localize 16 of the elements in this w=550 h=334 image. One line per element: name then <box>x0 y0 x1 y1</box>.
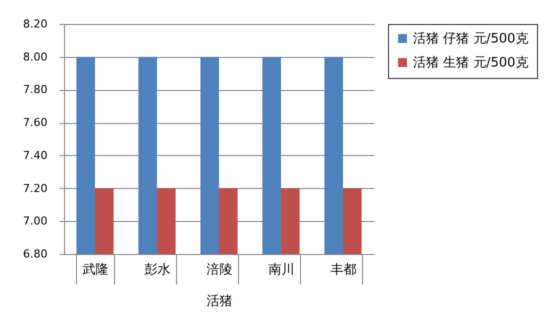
x-tick-label: 彭水 <box>144 262 170 278</box>
y-tick-label: 8.20 <box>23 18 48 30</box>
y-tick-label: 7.00 <box>23 214 48 228</box>
y-tick-label: 7.40 <box>23 148 48 162</box>
x-tick-label: 涪陵 <box>206 262 232 278</box>
legend-label: 活猪 生猪 元/500克 <box>413 56 528 70</box>
x-tick-label: 南川 <box>268 262 294 278</box>
x-tick-label: 丰都 <box>330 262 356 278</box>
y-tick-label: 7.60 <box>23 116 48 130</box>
y-tick-label: 6.80 <box>23 248 48 260</box>
legend-label: 活猪 仔猪 元/500克 <box>413 32 528 46</box>
y-tick-label: 7.20 <box>23 182 48 195</box>
x-tick-label: 武隆 <box>82 262 108 278</box>
x-axis-title: 活猪 <box>206 294 232 309</box>
y-tick-label: 8.00 <box>23 50 48 64</box>
y-tick-label: 7.80 <box>23 83 48 96</box>
